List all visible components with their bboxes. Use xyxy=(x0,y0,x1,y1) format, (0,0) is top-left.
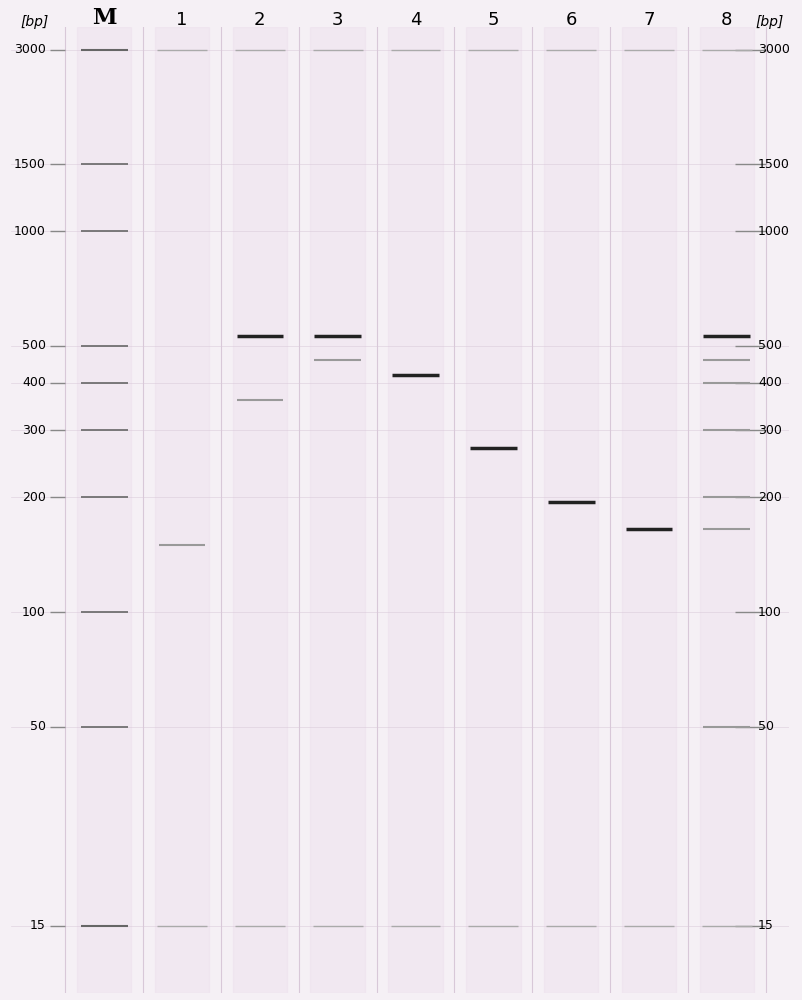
Text: 7: 7 xyxy=(642,11,654,29)
Bar xyxy=(621,27,675,993)
Bar xyxy=(155,27,209,993)
Text: 400: 400 xyxy=(757,376,781,389)
Text: 5: 5 xyxy=(487,11,499,29)
Text: 6: 6 xyxy=(565,11,576,29)
Text: 2: 2 xyxy=(253,11,265,29)
Text: 15: 15 xyxy=(30,919,46,932)
Text: 1500: 1500 xyxy=(757,158,789,171)
Bar xyxy=(77,27,132,993)
Text: [bp]: [bp] xyxy=(755,15,783,29)
Text: 100: 100 xyxy=(757,606,781,619)
Text: 200: 200 xyxy=(22,491,46,504)
Text: 1500: 1500 xyxy=(14,158,46,171)
Text: 100: 100 xyxy=(22,606,46,619)
Text: 400: 400 xyxy=(22,376,46,389)
Text: 3000: 3000 xyxy=(14,43,46,56)
Text: 500: 500 xyxy=(757,339,781,352)
Text: 4: 4 xyxy=(409,11,421,29)
Text: 8: 8 xyxy=(720,11,731,29)
Text: [bp]: [bp] xyxy=(20,15,48,29)
Bar xyxy=(465,27,520,993)
Text: 1000: 1000 xyxy=(14,225,46,238)
Bar xyxy=(699,27,753,993)
Text: 1: 1 xyxy=(176,11,188,29)
Text: 15: 15 xyxy=(757,919,773,932)
Bar xyxy=(310,27,364,993)
Text: 50: 50 xyxy=(757,720,773,733)
Text: 300: 300 xyxy=(22,424,46,437)
Text: 200: 200 xyxy=(757,491,781,504)
Text: 3000: 3000 xyxy=(757,43,789,56)
Text: 3: 3 xyxy=(331,11,343,29)
Text: 1000: 1000 xyxy=(757,225,789,238)
Bar xyxy=(388,27,442,993)
Bar xyxy=(233,27,287,993)
Bar xyxy=(543,27,597,993)
Text: 300: 300 xyxy=(757,424,781,437)
Text: 50: 50 xyxy=(30,720,46,733)
Text: 500: 500 xyxy=(22,339,46,352)
Text: M: M xyxy=(92,7,116,29)
